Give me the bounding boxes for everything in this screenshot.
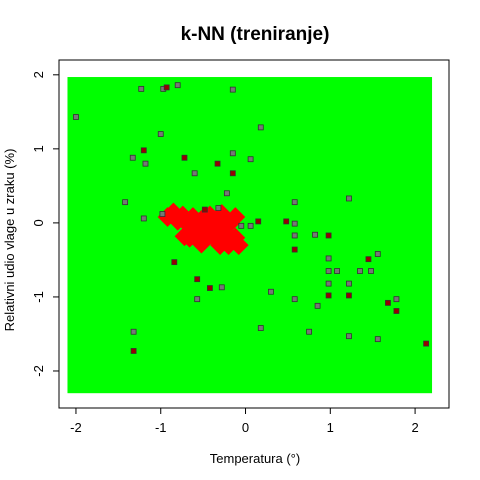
data-point-green: [314, 302, 321, 309]
data-point-green: [368, 268, 374, 274]
data-point-red: [385, 299, 391, 306]
data-point-green: [291, 296, 298, 303]
data-point-green: [346, 333, 352, 340]
data-point-green: [229, 150, 236, 157]
data-point-green: [73, 114, 79, 120]
red-region-cell: [174, 226, 195, 247]
data-point-red: [365, 256, 372, 263]
data-point-red: [346, 292, 352, 299]
data-point-green: [159, 211, 166, 217]
data-point-green: [306, 328, 313, 335]
red-region-cell: [191, 233, 212, 254]
data-point-red: [229, 170, 236, 177]
y-tick-label: -1: [31, 291, 46, 303]
data-point-red: [207, 285, 213, 291]
data-point-green: [215, 205, 222, 211]
data-point-red: [130, 348, 137, 354]
data-points: [73, 82, 430, 354]
data-point-red: [163, 84, 170, 91]
data-point-green: [194, 296, 201, 303]
data-point-green: [325, 268, 332, 274]
data-point-green: [191, 170, 198, 177]
data-point-red: [423, 340, 430, 347]
data-point-red: [283, 218, 290, 225]
data-point-green: [122, 199, 129, 206]
data-point-green: [157, 131, 164, 137]
data-point-green: [291, 220, 298, 227]
data-point-red: [171, 259, 178, 266]
x-tick-label: 1: [327, 420, 334, 435]
data-point-red: [214, 160, 221, 167]
data-point-red: [393, 308, 400, 314]
data-point-green: [247, 222, 254, 229]
data-point-green: [129, 154, 136, 161]
data-point-red: [181, 154, 188, 161]
data-point-green: [130, 328, 137, 335]
data-point-green: [325, 255, 332, 262]
data-point-green: [334, 268, 340, 274]
data-point-green: [257, 124, 264, 131]
data-point-red: [140, 147, 147, 154]
data-point-green: [223, 190, 230, 197]
data-point-red: [291, 246, 298, 253]
red-region-cell: [210, 235, 230, 256]
y-axis: -2 -1 0 1 2: [31, 71, 60, 377]
data-point-red: [194, 276, 201, 283]
data-point-red: [255, 218, 262, 225]
y-tick-label: -2: [31, 365, 46, 377]
green-region: [67, 77, 433, 394]
data-point-green: [238, 222, 245, 229]
x-axis: -2 -1 0 1 2: [70, 407, 419, 435]
y-tick-label: 2: [31, 71, 46, 78]
x-tick-label: -1: [155, 420, 167, 435]
y-tick-label: 1: [31, 145, 46, 152]
data-point-green: [374, 336, 381, 343]
data-point-green: [142, 160, 149, 167]
x-tick-label: 2: [411, 420, 418, 435]
data-point-green: [174, 82, 181, 89]
data-point-red: [325, 232, 332, 239]
data-point-green: [140, 215, 147, 222]
chart-title: k-NN (treniranje): [181, 24, 330, 45]
y-axis-label: Relativni udio vlage u zraku (%): [2, 149, 17, 332]
decision-regions: [67, 77, 433, 394]
data-point-green: [247, 156, 254, 163]
y-tick-label: 0: [31, 219, 46, 226]
data-point-green: [291, 232, 298, 239]
data-point-green: [393, 296, 400, 303]
data-point-green: [291, 199, 298, 206]
data-point-green: [138, 85, 145, 92]
data-point-green: [346, 280, 352, 287]
red-region-cell: [228, 235, 249, 256]
x-tick-label: -2: [70, 420, 82, 435]
data-point-green: [357, 268, 363, 274]
data-point-green: [218, 284, 225, 291]
red-region-cell: [225, 207, 246, 227]
data-point-green: [257, 325, 264, 331]
data-point-green: [229, 86, 236, 93]
x-axis-label: Temperatura (°): [210, 451, 300, 466]
data-point-red: [325, 292, 332, 299]
data-point-green: [312, 231, 318, 238]
data-point-green: [268, 288, 274, 295]
data-point-green: [374, 251, 381, 257]
data-point-green: [325, 280, 332, 287]
data-point-red: [201, 206, 208, 213]
x-tick-label: 0: [242, 420, 249, 435]
data-point-green: [346, 195, 352, 202]
